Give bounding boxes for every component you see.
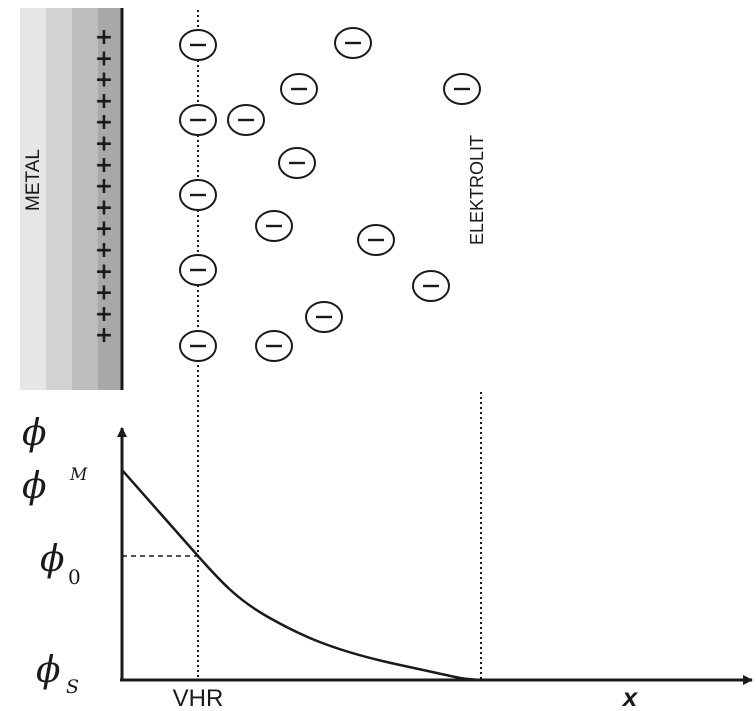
metal-layer-2 — [46, 8, 72, 390]
negative-ion — [179, 330, 217, 362]
positive-charge-symbol: + — [95, 195, 113, 220]
phi-m-base: ϕ — [22, 466, 47, 507]
positive-charge-symbol: + — [95, 217, 113, 242]
phi-s-label: ϕ S — [36, 650, 79, 698]
negative-ion — [227, 104, 265, 136]
positive-charge-symbol: + — [95, 89, 113, 114]
positive-charge-symbol: + — [95, 153, 113, 178]
positive-charge-symbol: + — [95, 238, 113, 263]
phi-s-base: ϕ — [36, 650, 61, 691]
negative-ion — [280, 73, 318, 105]
negative-ion — [278, 147, 316, 179]
metal-layer-3 — [72, 8, 98, 390]
positive-charge-symbol: + — [95, 25, 113, 50]
metal-layer-1 — [20, 8, 46, 390]
negative-ion — [255, 210, 293, 242]
metal-label: METAL — [23, 149, 44, 211]
potential-curve-diffuse — [197, 555, 482, 682]
phi-0-base: ϕ — [40, 539, 65, 580]
positive-charge-symbol: + — [95, 323, 113, 348]
negative-ion — [412, 270, 450, 302]
phi-m-label: ϕ M — [22, 465, 88, 507]
metal-layer-4 — [98, 8, 122, 390]
negative-ion — [255, 330, 293, 362]
negative-ion — [179, 254, 217, 286]
negative-ion — [334, 27, 372, 59]
positive-charge-symbol: + — [95, 68, 113, 93]
negative-ion — [305, 301, 343, 333]
x-axis-label: x — [621, 682, 639, 711]
phi-s-subscript: S — [66, 676, 79, 698]
positive-charge-symbol: + — [95, 302, 113, 327]
positive-charges: +++++++++++++++ — [95, 25, 113, 348]
phi-axis-label: ϕ — [22, 413, 47, 454]
positive-charge-symbol: + — [95, 110, 113, 135]
negative-ion — [357, 224, 395, 256]
metal-electrode — [20, 8, 124, 390]
negative-ion — [179, 29, 217, 61]
electrolyte-label: ELEKTROLIT — [467, 135, 487, 245]
phi-m-superscript: M — [69, 465, 88, 485]
negative-ion — [443, 73, 481, 105]
potential-curve-linear — [121, 469, 199, 557]
vhr-label: VHR — [173, 685, 224, 711]
phi-0-subscript: 0 — [68, 565, 81, 589]
negative-ions — [179, 27, 481, 362]
negative-ion — [179, 179, 217, 211]
negative-ion — [179, 104, 217, 136]
positive-charge-symbol: + — [95, 259, 113, 284]
positive-charge-symbol: + — [95, 46, 113, 71]
positive-charge-symbol: + — [95, 132, 113, 157]
positive-charge-symbol: + — [95, 174, 113, 199]
phi-0-label: ϕ 0 — [40, 539, 81, 589]
positive-charge-symbol: + — [95, 281, 113, 306]
